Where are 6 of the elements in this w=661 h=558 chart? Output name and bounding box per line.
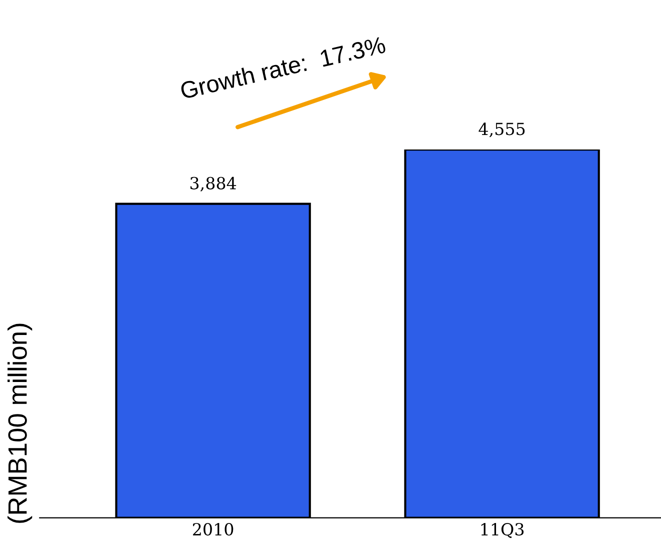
y-axis-title: (RMB100 million) [8, 324, 32, 523]
data-label: 4,555 [478, 122, 525, 138]
text: Growth rate: 17.3% [180, 36, 386, 100]
data-label: 3,884 [190, 176, 236, 192]
x-tick-label: 2010 [192, 522, 234, 536]
x-tick-label: 11Q3 [481, 522, 524, 538]
